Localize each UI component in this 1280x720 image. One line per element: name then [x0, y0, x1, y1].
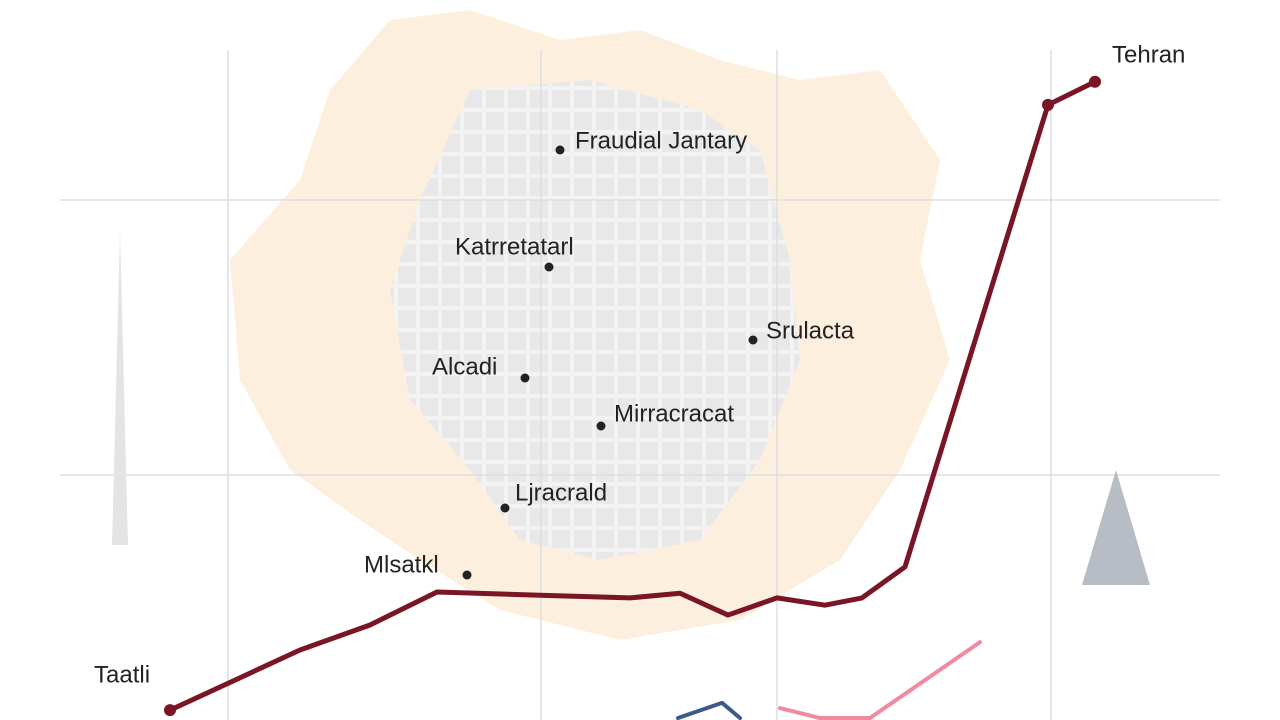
annotation: Mirracracat [614, 400, 734, 427]
annotation: Alcadi [432, 353, 497, 380]
decor-cone [1082, 470, 1150, 585]
map-marker [544, 262, 554, 272]
series-line [167, 79, 1098, 713]
map-marker [520, 373, 530, 383]
series-line [778, 640, 982, 720]
annotation: Taatli [94, 661, 150, 688]
grid-lines [60, 50, 1220, 720]
line-point [1089, 75, 1101, 88]
annotation: Mlsatkl [364, 551, 439, 578]
annotation: Srulacta [766, 317, 855, 344]
map-marker [500, 503, 510, 513]
decor-spike [112, 230, 128, 545]
series-line [676, 700, 742, 720]
line-point [164, 704, 176, 717]
map-marker [555, 145, 565, 155]
annotation: Fraudial Jantary [575, 127, 747, 154]
annotation: Katrretatarl [455, 233, 574, 260]
annotation: Tehran [1112, 41, 1185, 68]
line-point [1042, 98, 1054, 111]
map-marker [462, 570, 472, 580]
annotation: Ljracrald [515, 479, 607, 506]
map-marker [748, 335, 758, 345]
map-marker [596, 421, 606, 431]
